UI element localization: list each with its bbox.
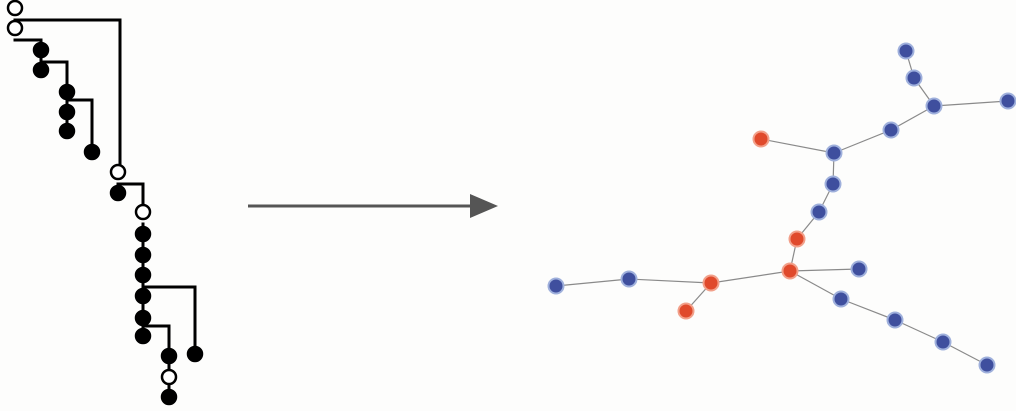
tree-node-open xyxy=(134,203,152,221)
tree-node-filled xyxy=(134,287,152,305)
graph-node-red xyxy=(752,130,770,148)
graph-node-blue xyxy=(999,92,1016,110)
tree-node-filled xyxy=(134,309,152,327)
tree-branch-line xyxy=(65,98,94,154)
graph-node-blue xyxy=(934,333,952,351)
graph-edge xyxy=(555,278,630,287)
graph-node-blue xyxy=(925,97,943,115)
graph-edge xyxy=(894,319,944,343)
graph-edge xyxy=(760,138,835,154)
graph-edge xyxy=(789,270,842,300)
network-graph xyxy=(547,42,1016,374)
transform-arrow xyxy=(248,194,498,218)
graph-node-blue xyxy=(886,311,904,329)
tree-branch-line xyxy=(13,38,43,72)
genealogy-tree xyxy=(6,0,204,406)
graph-node-blue xyxy=(547,277,565,295)
graph-edge xyxy=(840,298,896,321)
tree-node-filled xyxy=(32,61,50,79)
graph-node-blue xyxy=(824,175,842,193)
graph-edges xyxy=(555,50,1009,366)
tree-node-filled xyxy=(134,266,152,284)
tree-node-filled xyxy=(186,345,204,363)
tree-branch-line xyxy=(141,285,197,356)
arrow-head xyxy=(470,194,498,218)
tree-node-filled xyxy=(32,41,50,59)
tree-node-filled xyxy=(134,327,152,345)
graph-node-red xyxy=(677,302,695,320)
tree-node-filled xyxy=(58,83,76,101)
tree-node-filled xyxy=(83,143,101,161)
graph-edge xyxy=(789,268,860,272)
graph-node-blue xyxy=(810,203,828,221)
graph-node-blue xyxy=(620,270,638,288)
graph-edge xyxy=(933,100,1009,107)
tree-node-filled xyxy=(160,347,178,365)
tree-node-filled xyxy=(109,184,127,202)
tree-node-filled xyxy=(134,225,152,243)
tree-branch-line xyxy=(116,182,145,214)
tree-node-open xyxy=(160,368,178,386)
tree-node-open xyxy=(6,19,24,37)
graph-edge xyxy=(710,270,791,284)
graph-edge xyxy=(628,278,712,284)
graph-node-blue xyxy=(882,121,900,139)
tree-node-filled xyxy=(134,246,152,264)
graph-node-blue xyxy=(825,144,843,162)
tree-node-filled xyxy=(58,122,76,140)
graph-node-red xyxy=(788,230,806,248)
graph-node-blue xyxy=(897,42,915,60)
graph-node-red xyxy=(702,274,720,292)
graph-nodes xyxy=(547,42,1016,374)
graph-node-red xyxy=(781,262,799,280)
tree-node-open xyxy=(6,0,24,17)
graph-node-blue xyxy=(978,356,996,374)
graph-edge xyxy=(833,129,892,154)
tree-node-open xyxy=(109,163,127,181)
tree-node-filled xyxy=(58,103,76,121)
graph-node-blue xyxy=(905,69,923,87)
tree-branch-line xyxy=(13,18,122,174)
graph-node-blue xyxy=(850,260,868,278)
tree-node-filled xyxy=(160,388,178,406)
graph-node-blue xyxy=(832,290,850,308)
